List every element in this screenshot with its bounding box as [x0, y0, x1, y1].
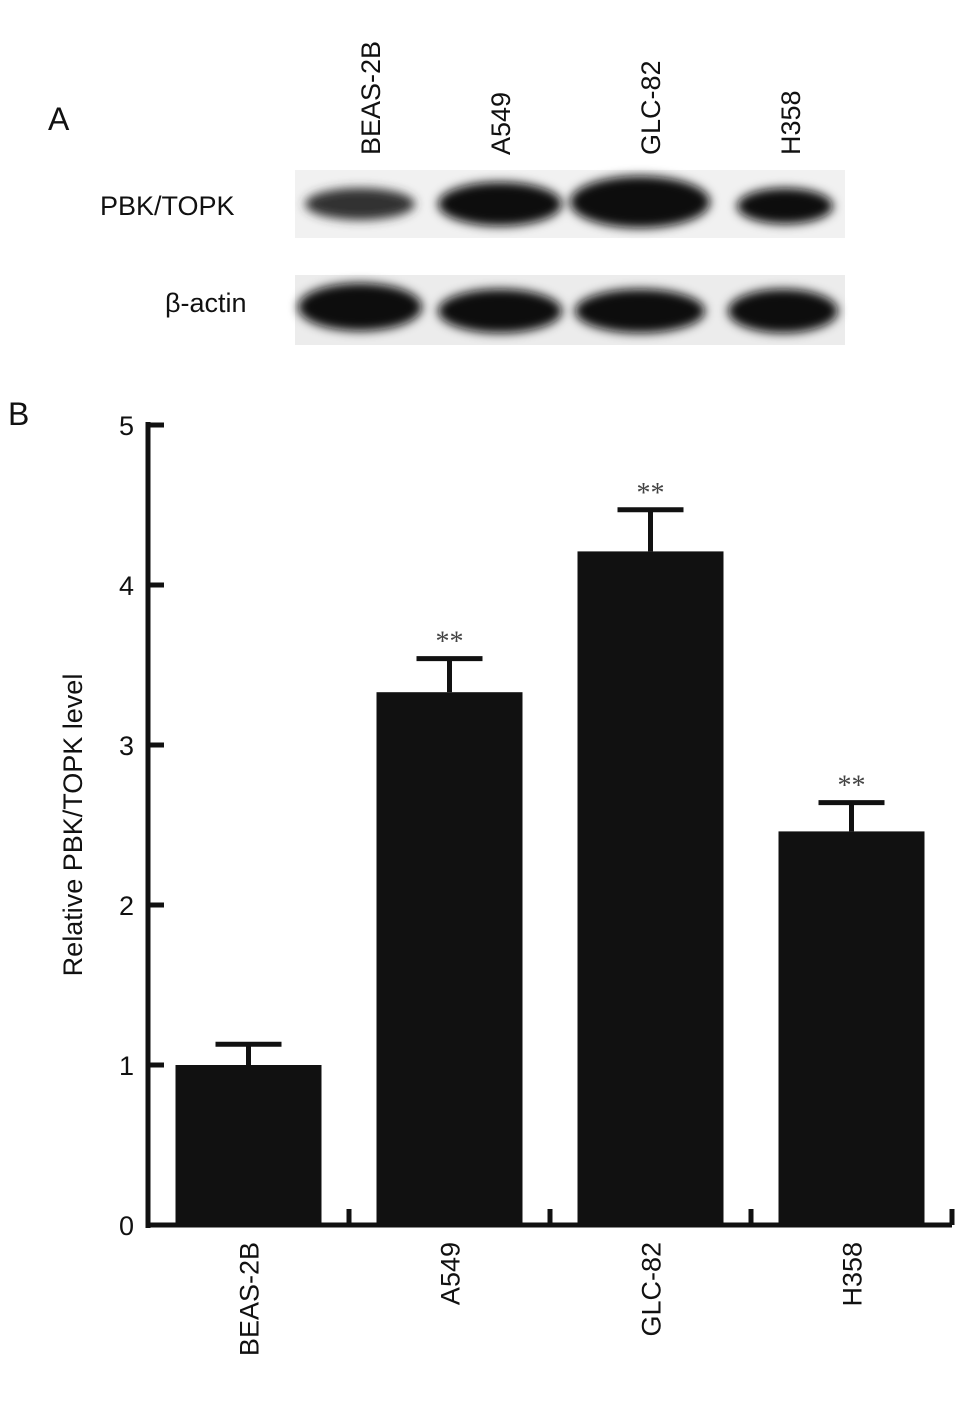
y-tick-label: 3: [119, 731, 134, 761]
x-tick-label: H358: [838, 1242, 868, 1307]
panel-label: A: [48, 101, 70, 137]
significance-label: **: [838, 771, 866, 802]
blot: [295, 170, 845, 345]
y-axis-label: Relative PBK/TOPK level: [58, 674, 88, 977]
lane-label: GLC-82: [636, 60, 666, 155]
y-tick-label: 4: [119, 571, 134, 601]
bar: [778, 831, 925, 1225]
lane-label: H358: [776, 90, 806, 155]
lane-label: A549: [486, 92, 516, 155]
blot-row-label: β-actin: [165, 288, 247, 318]
bar: [577, 551, 724, 1225]
significance-label: **: [436, 627, 464, 658]
y-tick-label: 1: [119, 1051, 134, 1081]
lane-label: BEAS-2B: [356, 41, 386, 155]
significance-label: **: [637, 478, 665, 509]
y-tick-label: 0: [119, 1211, 134, 1241]
panel-label: B: [8, 396, 29, 432]
y-tick-label: 5: [119, 411, 134, 441]
x-tick-label: BEAS-2B: [235, 1242, 265, 1356]
x-tick-label: GLC-82: [637, 1242, 667, 1337]
x-tick-label: A549: [436, 1242, 466, 1305]
bar: [175, 1065, 322, 1225]
blot-row-label: PBK/TOPK: [100, 191, 235, 221]
bar: [376, 692, 523, 1225]
y-tick-label: 2: [119, 891, 134, 921]
